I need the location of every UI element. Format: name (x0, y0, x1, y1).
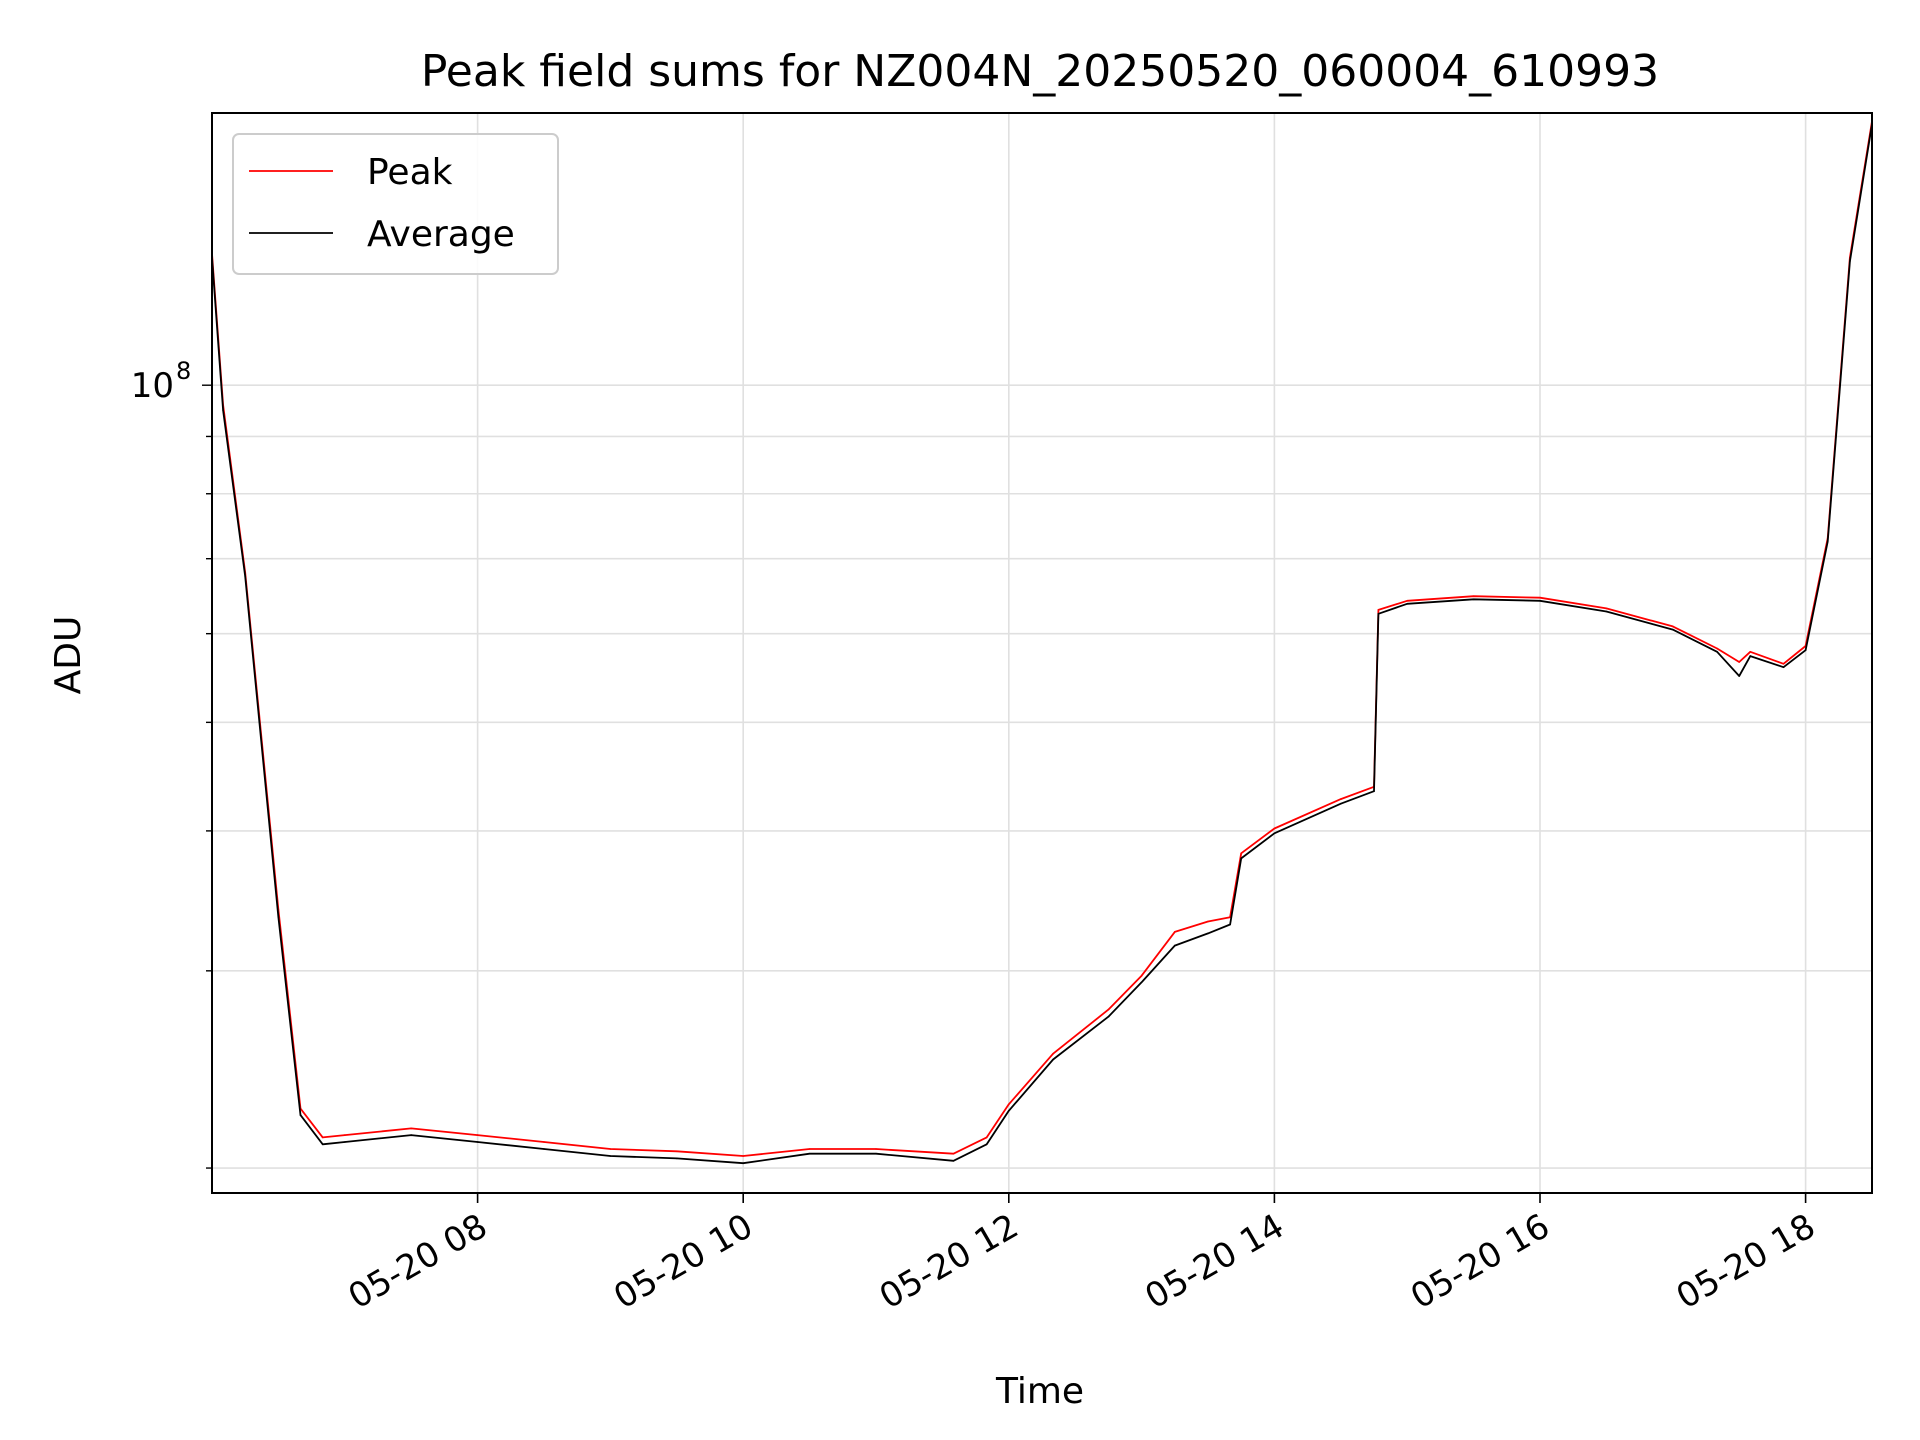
data-point-peak (543, 1141, 545, 1143)
data-point-average (244, 575, 246, 578)
series-line-average (211, 124, 1873, 1165)
data-point-average (1207, 932, 1209, 935)
data-point-average (543, 1148, 545, 1150)
y-tick-exponent: 8 (176, 357, 191, 385)
data-point-average (742, 1162, 744, 1164)
data-point-average (1782, 666, 1785, 668)
data-point-average (1539, 600, 1541, 602)
grid (212, 113, 1872, 1193)
data-point-peak (1273, 827, 1276, 830)
series-layer (211, 120, 1873, 1165)
data-point-average (808, 1152, 811, 1155)
data-point-peak (1406, 600, 1408, 602)
data-point-average (299, 1114, 302, 1116)
data-point-peak (1008, 1103, 1010, 1106)
plot-frame (211, 112, 1873, 1194)
data-point-average (476, 1141, 479, 1143)
data-point-peak (875, 1148, 877, 1150)
data-point-peak (1749, 651, 1752, 653)
data-point-average (1826, 540, 1829, 543)
data-point-peak (676, 1150, 678, 1153)
legend-label-peak: Peak (367, 152, 453, 193)
data-point-average (875, 1152, 877, 1155)
data-point-peak (1782, 663, 1785, 665)
data-point-average (277, 916, 280, 918)
legend-label-average: Average (367, 214, 515, 255)
data-point-average (1052, 1058, 1054, 1061)
data-point-average (1605, 610, 1608, 613)
data-point-peak (1107, 1008, 1110, 1011)
data-point-average (1373, 790, 1375, 792)
data-point-average (1804, 649, 1807, 651)
data-point-peak (1340, 798, 1342, 800)
data-point-average (1340, 802, 1342, 805)
data-point-average (952, 1160, 955, 1162)
data-point-peak (1240, 852, 1242, 855)
legend-box (232, 133, 559, 275)
data-point-average (609, 1155, 612, 1157)
data-point-peak (476, 1134, 479, 1136)
data-point-peak (808, 1148, 811, 1150)
data-point-average (676, 1157, 678, 1160)
data-point-average (1406, 603, 1408, 605)
data-point-peak (1539, 596, 1541, 599)
data-point-average (321, 1143, 324, 1146)
data-point-peak (1738, 661, 1740, 663)
data-point-average (1229, 923, 1231, 926)
data-point-average (1749, 655, 1752, 657)
data-point-average (1849, 260, 1851, 263)
data-point-average (1008, 1110, 1010, 1112)
data-point-average (1174, 944, 1176, 947)
data-point-peak (952, 1152, 955, 1155)
x-axis-title: Time (995, 1371, 1084, 1412)
data-point-average (1140, 981, 1143, 984)
y-tick-label: 10 (131, 366, 174, 406)
data-point-average (1273, 832, 1276, 835)
data-point-average (410, 1134, 413, 1136)
data-point-average (1738, 675, 1740, 677)
data-point-peak (410, 1127, 413, 1130)
data-point-average (985, 1143, 988, 1146)
data-point-peak (1174, 931, 1176, 933)
data-point-peak (1140, 974, 1143, 977)
legend: Peak Average (232, 133, 559, 275)
chart-title: Peak field sums for NZ004N_20250520_0600… (421, 46, 1659, 97)
series-line-peak (211, 121, 1873, 1157)
data-point-peak (1605, 607, 1608, 610)
data-point-peak (1207, 920, 1209, 923)
data-point-average (1377, 613, 1380, 615)
data-point-peak (1672, 625, 1674, 628)
data-point-peak (985, 1136, 988, 1139)
data-point-peak (609, 1148, 612, 1150)
data-point-peak (1716, 647, 1718, 650)
data-point-average (1240, 857, 1242, 860)
data-point-peak (1472, 595, 1475, 597)
data-point-peak (1052, 1052, 1054, 1055)
y-tick-mantissa: 10 (131, 366, 174, 406)
y-axis-title: ADU (48, 616, 89, 695)
data-point-average (344, 1141, 346, 1143)
data-point-average (1672, 628, 1674, 631)
data-point-average (222, 409, 224, 412)
data-point-peak (742, 1155, 744, 1157)
data-point-average (1716, 651, 1718, 653)
data-point-average (1107, 1015, 1110, 1018)
data-point-average (1472, 598, 1475, 601)
data-point-peak (321, 1136, 324, 1139)
data-point-peak (1377, 609, 1380, 611)
data-point-peak (344, 1134, 346, 1136)
